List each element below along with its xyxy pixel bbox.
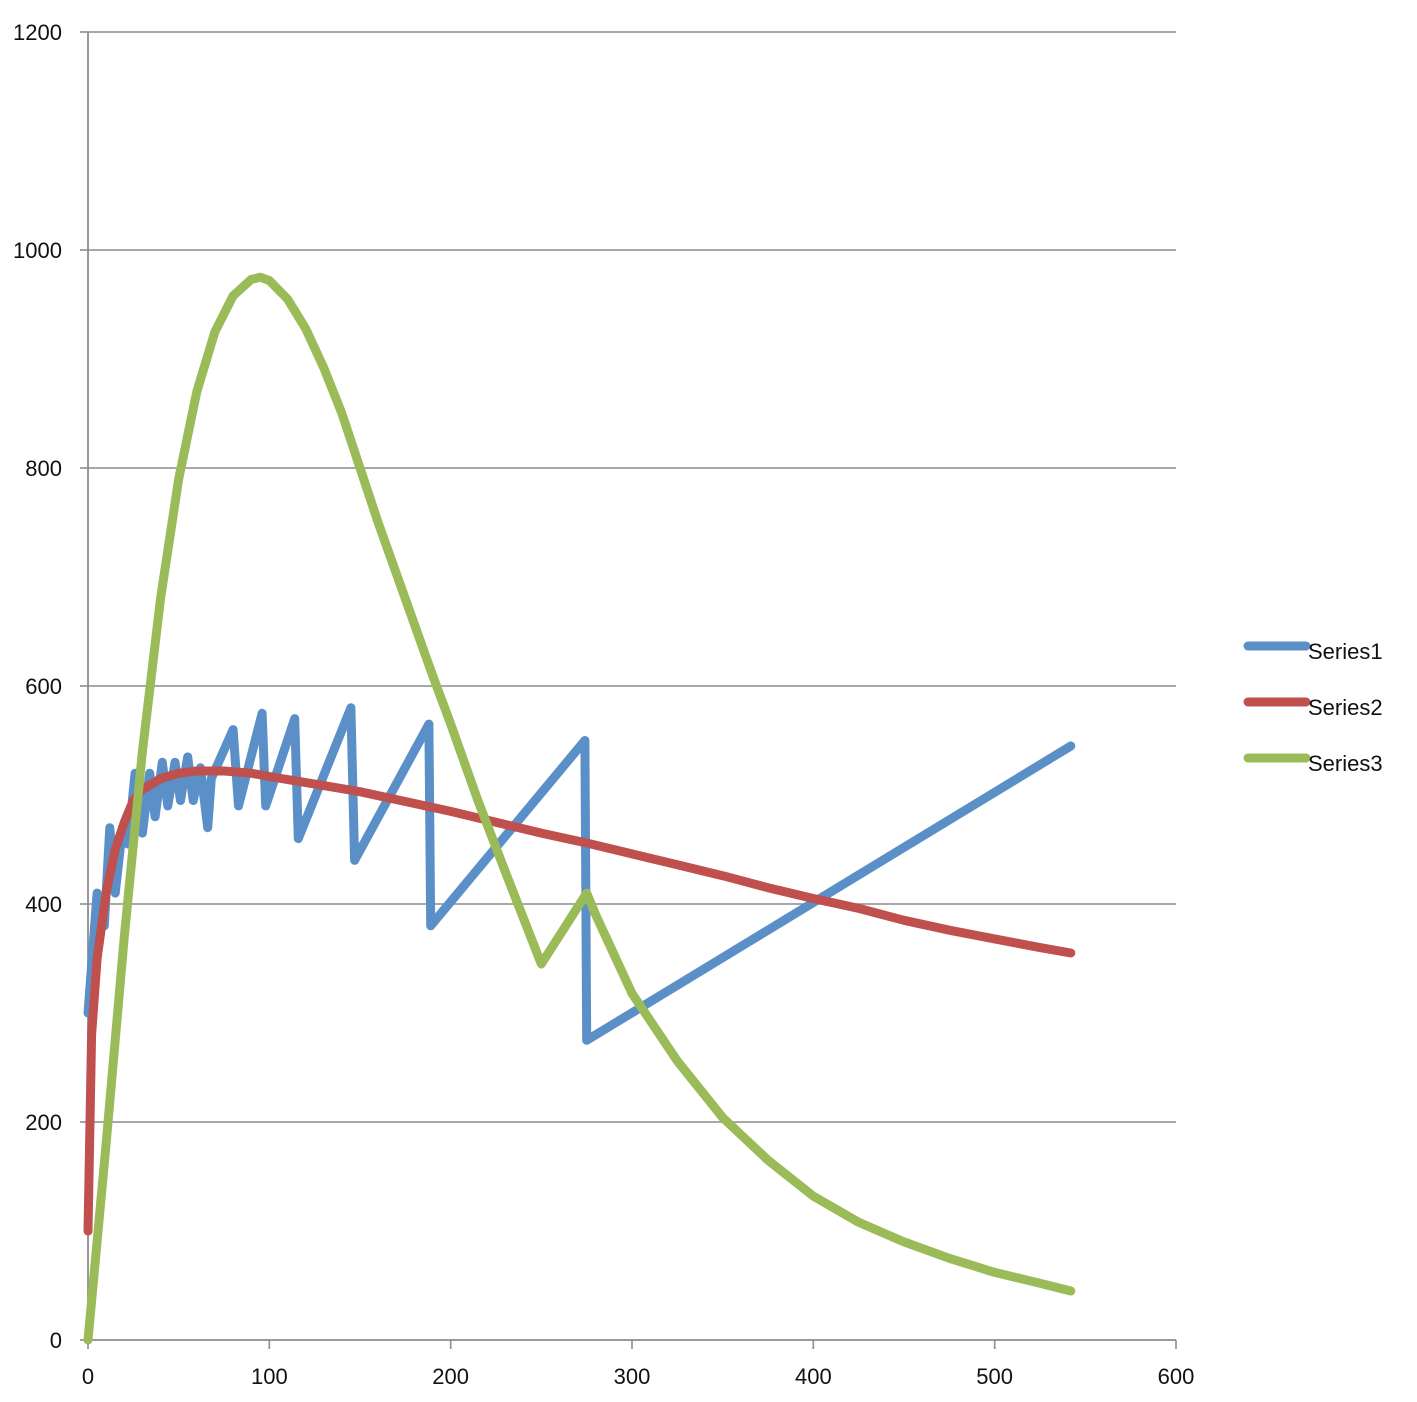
x-tick-label: 300 xyxy=(614,1364,651,1389)
y-tick-label: 1000 xyxy=(13,238,62,263)
y-tick-label: 1200 xyxy=(13,20,62,45)
series-line-2 xyxy=(83,766,1076,1236)
y-tick-label: 800 xyxy=(25,456,62,481)
legend-label-3: Series3 xyxy=(1308,751,1383,776)
y-axis-ticks: 0 200 400 600 800 1000 1200 xyxy=(13,20,88,1353)
legend-label-2: Series2 xyxy=(1308,695,1383,720)
x-tick-label: 0 xyxy=(82,1364,94,1389)
x-tick-label: 200 xyxy=(432,1364,469,1389)
x-axis-ticks: 0 100 200 300 400 500 600 xyxy=(82,1340,1194,1389)
gridlines xyxy=(88,31,1176,1123)
y-tick-label: 0 xyxy=(50,1328,62,1353)
series-line-3 xyxy=(83,272,1076,1345)
x-tick-label: 600 xyxy=(1158,1364,1195,1389)
legend-label-1: Series1 xyxy=(1308,639,1383,664)
x-tick-label: 400 xyxy=(795,1364,832,1389)
y-tick-label: 400 xyxy=(25,892,62,917)
x-tick-label: 500 xyxy=(976,1364,1013,1389)
y-tick-label: 600 xyxy=(25,674,62,699)
series-line-1 xyxy=(83,703,1076,1045)
series-lines xyxy=(83,272,1076,1345)
legend: Series1 Series2 Series3 xyxy=(1243,639,1383,776)
y-tick-label: 200 xyxy=(25,1110,62,1135)
x-tick-label: 100 xyxy=(251,1364,288,1389)
